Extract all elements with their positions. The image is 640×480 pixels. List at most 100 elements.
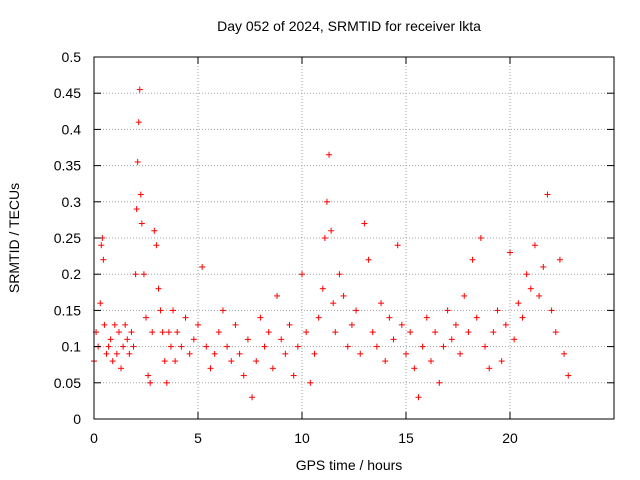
data-point bbox=[552, 329, 559, 336]
data-point bbox=[326, 151, 333, 158]
data-point bbox=[101, 321, 108, 328]
data-point bbox=[219, 307, 226, 314]
data-point bbox=[419, 343, 426, 350]
data-point bbox=[299, 271, 305, 278]
data-point bbox=[548, 307, 555, 314]
data-point bbox=[215, 329, 222, 336]
data-point bbox=[211, 350, 218, 357]
data-point bbox=[340, 292, 347, 299]
data-point bbox=[556, 256, 563, 263]
data-point bbox=[103, 350, 110, 357]
data-point bbox=[135, 119, 142, 126]
data-point bbox=[151, 227, 158, 234]
axis-ticks: 0 0.05 0.1 0.15 0.2 0.25 0.3 0.35 0.4 0.45 0.5 0 5 10… bbox=[54, 49, 614, 446]
data-point bbox=[321, 235, 328, 241]
data-point bbox=[274, 292, 281, 299]
data-point bbox=[134, 158, 141, 165]
data-point bbox=[261, 343, 268, 350]
data-point bbox=[195, 321, 201, 328]
data-point bbox=[265, 329, 272, 336]
data-point bbox=[163, 379, 170, 386]
data-point bbox=[111, 321, 118, 328]
data-point bbox=[133, 206, 140, 213]
grid-lines bbox=[94, 57, 614, 419]
data-point bbox=[137, 191, 144, 198]
data-point bbox=[544, 191, 551, 198]
data-point bbox=[315, 314, 322, 321]
data-point bbox=[452, 321, 459, 328]
data-point bbox=[461, 292, 468, 299]
data-point bbox=[100, 256, 107, 263]
data-point bbox=[182, 314, 189, 321]
data-point bbox=[124, 336, 131, 343]
data-point bbox=[373, 343, 380, 350]
data-point bbox=[332, 329, 339, 336]
data-point bbox=[473, 314, 480, 321]
x-tick-label: 0 bbox=[90, 430, 98, 446]
data-point bbox=[403, 350, 409, 357]
data-point bbox=[465, 329, 472, 336]
data-point bbox=[145, 372, 152, 379]
data-point bbox=[138, 220, 145, 227]
data-point bbox=[536, 292, 543, 299]
data-point bbox=[286, 321, 293, 328]
data-point bbox=[311, 350, 318, 357]
data-point bbox=[423, 314, 430, 321]
data-point bbox=[98, 242, 105, 249]
x-axis-label: GPS time / hours bbox=[296, 457, 403, 473]
data-point bbox=[457, 350, 464, 357]
data-point bbox=[565, 372, 572, 379]
data-point bbox=[190, 336, 197, 343]
y-tick-label: 0.1 bbox=[62, 339, 82, 355]
x-tick-label: 15 bbox=[398, 430, 414, 446]
data-point bbox=[490, 329, 497, 336]
data-point bbox=[348, 321, 355, 328]
data-point bbox=[436, 379, 443, 386]
data-point bbox=[269, 365, 276, 372]
data-point bbox=[531, 242, 538, 249]
data-point bbox=[105, 343, 112, 350]
data-point bbox=[128, 329, 135, 336]
data-point bbox=[328, 227, 335, 234]
data-point bbox=[390, 336, 397, 343]
data-point bbox=[122, 321, 129, 328]
data-point bbox=[140, 271, 147, 278]
data-point bbox=[232, 321, 239, 328]
data-point bbox=[249, 394, 256, 401]
data-point bbox=[153, 242, 160, 249]
data-point bbox=[319, 285, 326, 292]
data-point bbox=[294, 343, 301, 350]
data-point bbox=[115, 329, 122, 336]
data-point bbox=[155, 285, 162, 292]
data-point bbox=[540, 263, 547, 270]
data-point bbox=[561, 350, 568, 357]
data-point bbox=[203, 343, 210, 350]
x-tick-label: 20 bbox=[502, 430, 518, 446]
data-point bbox=[507, 249, 513, 256]
y-tick-label: 0.4 bbox=[62, 121, 82, 137]
data-point bbox=[394, 242, 401, 249]
data-point bbox=[494, 307, 501, 314]
data-point bbox=[407, 329, 414, 336]
y-tick-label: 0.35 bbox=[54, 158, 81, 174]
data-point bbox=[486, 365, 493, 372]
data-point bbox=[236, 350, 243, 357]
data-point bbox=[224, 343, 231, 350]
data-point bbox=[167, 343, 174, 350]
data-point bbox=[365, 256, 372, 263]
data-point bbox=[307, 379, 314, 386]
data-point bbox=[107, 336, 114, 343]
data-point bbox=[323, 198, 330, 205]
data-point bbox=[336, 271, 343, 278]
data-point bbox=[511, 336, 518, 343]
data-point bbox=[186, 350, 193, 357]
data-point bbox=[253, 358, 260, 365]
data-point bbox=[411, 365, 418, 372]
data-point bbox=[303, 329, 310, 336]
data-point bbox=[113, 350, 120, 357]
data-point bbox=[498, 358, 505, 365]
data-point bbox=[523, 271, 530, 278]
data-point bbox=[353, 307, 360, 314]
y-tick-label: 0.45 bbox=[54, 85, 81, 101]
